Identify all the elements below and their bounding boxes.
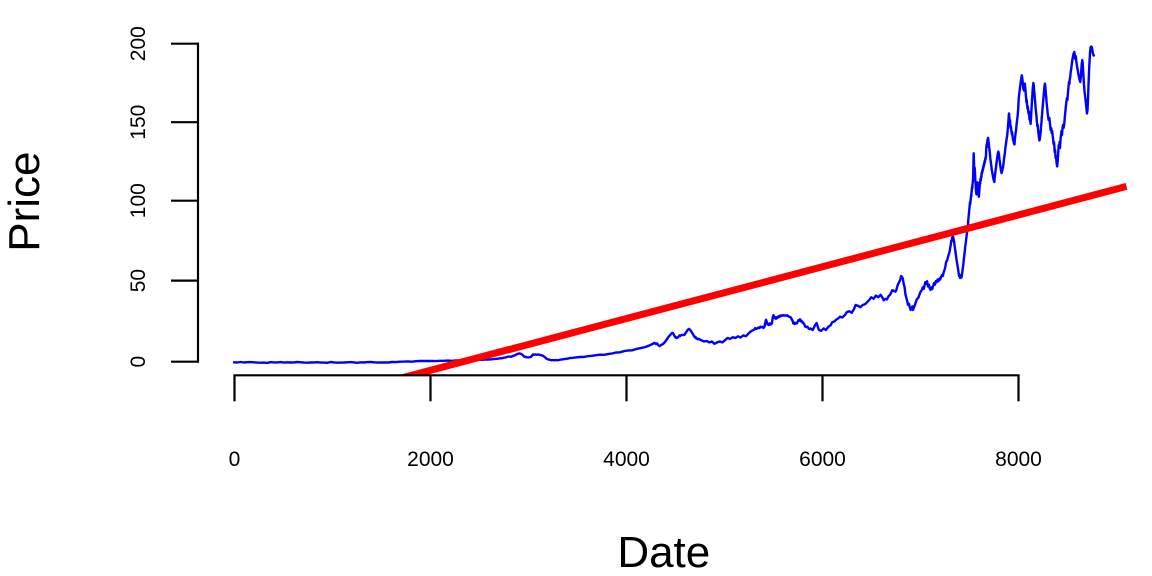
- svg-text:8000: 8000: [995, 448, 1042, 471]
- svg-text:4000: 4000: [603, 448, 650, 471]
- svg-text:200: 200: [127, 26, 150, 61]
- svg-text:150: 150: [127, 105, 150, 140]
- svg-text:100: 100: [127, 183, 150, 218]
- svg-text:Date: Date: [617, 528, 710, 576]
- svg-text:2000: 2000: [407, 448, 454, 471]
- svg-text:6000: 6000: [799, 448, 846, 471]
- svg-text:0: 0: [127, 356, 150, 368]
- svg-text:50: 50: [127, 269, 150, 292]
- svg-text:0: 0: [229, 448, 241, 471]
- svg-text:Price: Price: [0, 151, 49, 251]
